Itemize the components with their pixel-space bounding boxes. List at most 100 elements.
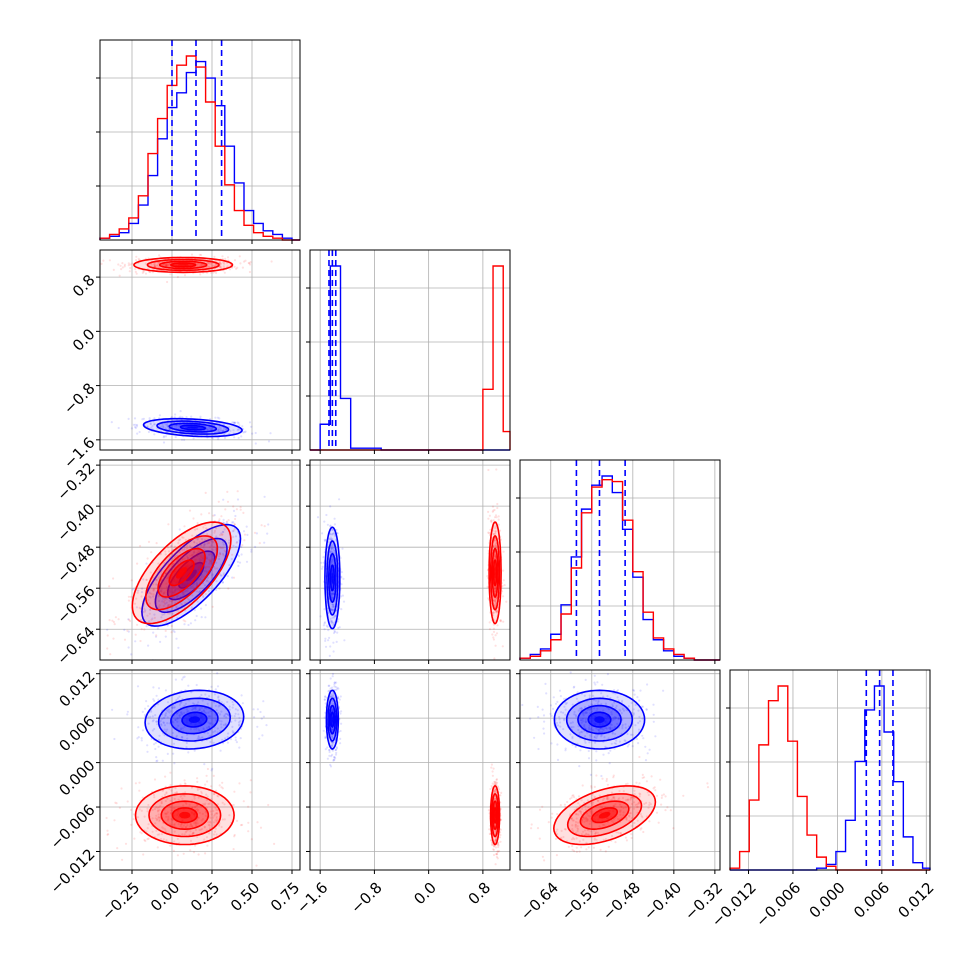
sample-point [165,636,167,638]
sample-point [175,436,177,438]
sample-point [625,837,627,839]
sample-point [496,850,498,852]
sample-point [147,557,149,559]
sample-point [495,863,497,865]
sample-point [494,660,496,662]
sample-point [222,581,224,583]
sample-point [258,738,260,740]
sample-point [134,417,136,419]
sample-point [175,679,177,681]
sample-point [267,804,269,806]
sample-point [253,716,255,718]
sample-point [329,655,331,657]
sample-point [639,690,641,692]
sample-point [135,782,137,784]
sample-point [111,709,113,711]
sample-point [642,737,644,739]
scatter-panel-2-1 [310,460,510,666]
sample-point [493,519,495,521]
sample-point [220,515,222,517]
sample-point [220,786,222,788]
sample-point [175,638,177,640]
sample-point [499,841,501,843]
sample-point [94,416,96,418]
sample-point [109,619,111,621]
sample-point [212,272,214,274]
sample-point [557,759,559,761]
sample-point [124,265,126,267]
sample-point [212,515,214,517]
sample-point [213,775,215,777]
sample-point [132,588,134,590]
sample-point [259,542,261,544]
sample-point [237,498,239,500]
sample-point [543,732,545,734]
sample-point [205,604,207,606]
sample-point [323,624,325,626]
sample-point [120,787,122,789]
sample-point [326,625,328,627]
sample-point [607,673,609,675]
sample-point [601,684,603,686]
sample-point [159,641,161,643]
sample-point [645,759,647,761]
sample-point [238,782,240,784]
sample-point [157,699,159,701]
sample-point [327,629,329,631]
sample-point [542,709,544,711]
sample-point [204,784,206,786]
sample-point [241,694,243,696]
sample-point [549,713,551,715]
sample-point [184,620,186,622]
sample-point [224,508,226,510]
sample-point [126,713,128,715]
scatter-panel-3-0 [100,664,306,870]
sample-point [496,624,498,626]
sample-point [243,539,245,541]
sample-point [256,821,258,823]
sample-point [184,779,186,781]
sample-point [649,749,651,751]
sample-point [139,431,141,433]
sample-point [652,704,654,706]
sample-point [253,708,255,710]
sample-point [133,424,135,426]
sample-point [129,267,131,269]
sample-point [233,848,235,850]
sample-point [205,492,207,494]
sample-point [241,544,243,546]
sample-point [130,653,132,655]
hist-panel-1 [306,250,510,450]
sample-point [236,741,238,743]
sample-point [206,845,208,847]
sample-point [262,700,264,702]
sample-point [594,786,596,788]
sample-point [264,525,266,527]
sample-point [498,519,500,521]
sample-point [247,830,249,832]
sample-point [242,702,244,704]
sample-point [706,782,708,784]
sample-point [250,426,252,428]
sample-point [210,686,212,688]
sample-point [498,844,500,846]
sample-point [96,600,98,602]
sample-point [237,561,239,563]
sample-point [155,760,157,762]
sample-point [196,777,198,779]
sample-point [261,734,263,736]
sample-point [550,704,552,706]
sample-point [123,629,125,631]
sample-point [139,640,141,642]
sample-point [233,530,235,532]
sample-point [136,433,138,435]
sample-point [145,273,147,275]
sample-point [101,263,103,265]
sample-point [493,628,495,630]
sample-point [130,596,132,598]
sample-point [271,260,273,262]
sample-point [162,760,164,762]
sample-point [502,645,504,647]
sample-point [336,632,338,634]
sample-point [196,684,198,686]
